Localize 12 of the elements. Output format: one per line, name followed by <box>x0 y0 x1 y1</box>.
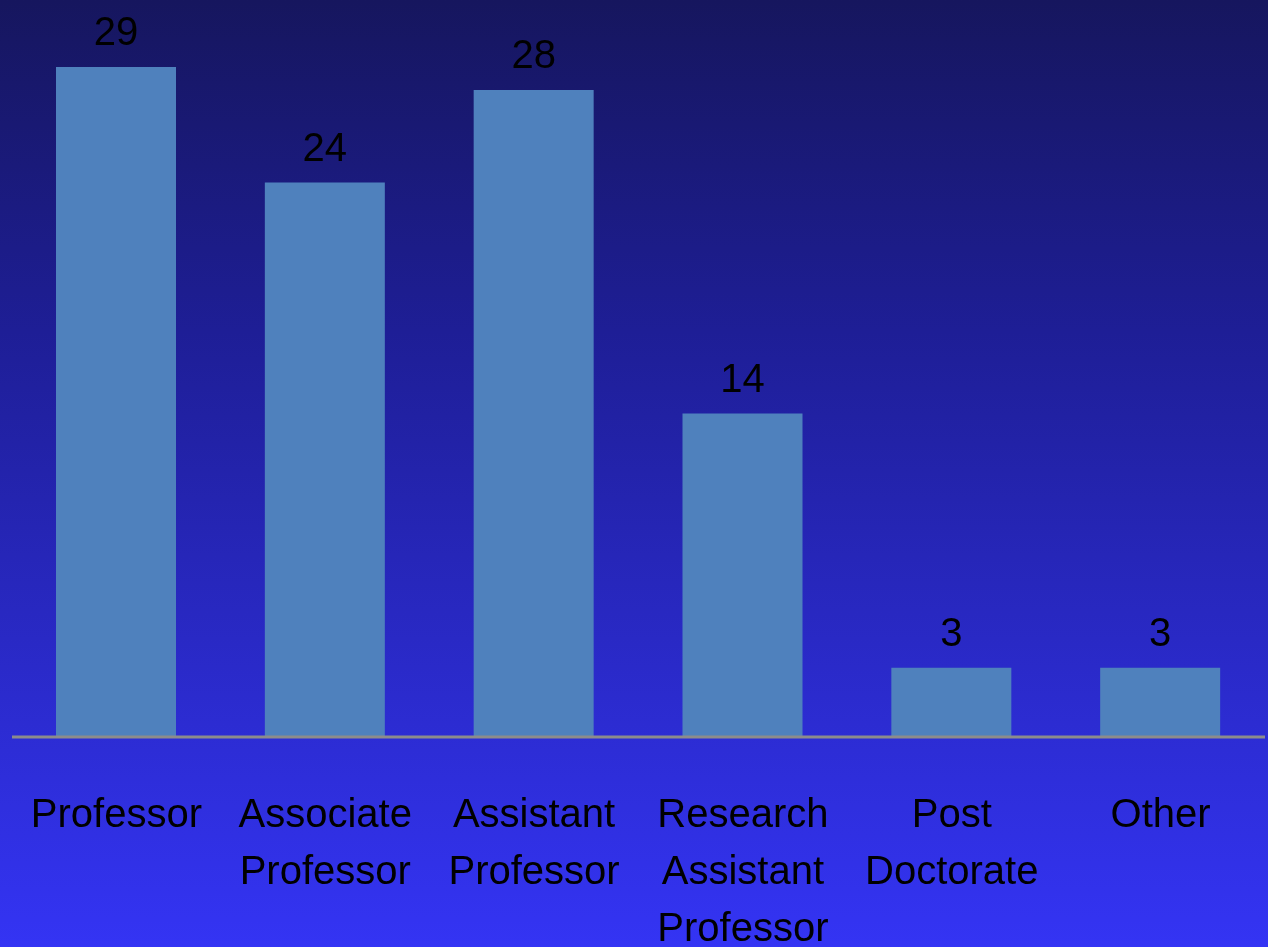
data-label: 3 <box>940 609 963 654</box>
data-label: 3 <box>1149 609 1172 654</box>
x-tick-label: Research Assistant Professor <box>657 791 829 947</box>
data-label: 14 <box>720 355 765 400</box>
data-label: 29 <box>93 9 139 53</box>
data-label: 24 <box>302 124 348 169</box>
x-tick-label: Other <box>1110 791 1211 835</box>
x-tick-label: Associate Professor <box>238 791 412 892</box>
x-tick-label: Assistant Professor <box>448 791 620 892</box>
data-label: 28 <box>511 32 556 77</box>
x-tick-label: Professor <box>30 791 202 835</box>
x-tick-label: Post Doctorate <box>865 791 1039 892</box>
